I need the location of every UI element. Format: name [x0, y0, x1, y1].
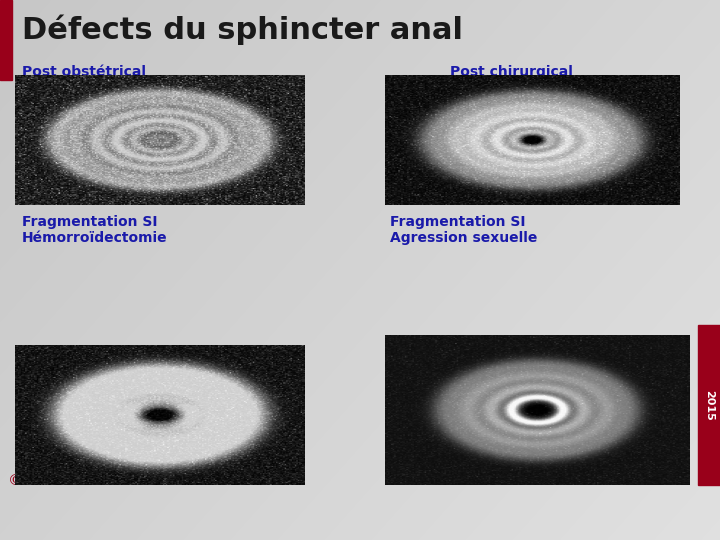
Bar — [0, 0, 12, 80]
Text: Défects du sphincter anal: Défects du sphincter anal — [22, 15, 463, 45]
Text: Fragmentation SI
Hémorroïdectomie: Fragmentation SI Hémorroïdectomie — [22, 215, 168, 245]
Text: Fragmentation SI
Agression sexuelle: Fragmentation SI Agression sexuelle — [390, 215, 537, 245]
Text: 2015: 2015 — [704, 390, 714, 420]
Text: Post chirurgical: Post chirurgical — [450, 65, 573, 79]
Text: ©&: ©& — [8, 474, 37, 488]
Text: Post obstétrical: Post obstétrical — [22, 65, 146, 79]
Bar — [698, 325, 720, 485]
